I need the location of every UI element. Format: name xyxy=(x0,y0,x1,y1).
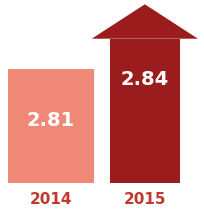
Text: 2.81: 2.81 xyxy=(27,111,75,130)
Text: 2015: 2015 xyxy=(124,192,166,207)
Bar xyxy=(8,69,94,183)
Text: 2014: 2014 xyxy=(30,192,72,207)
Polygon shape xyxy=(92,4,198,39)
Text: 2.84: 2.84 xyxy=(121,70,169,89)
Bar xyxy=(110,39,180,183)
